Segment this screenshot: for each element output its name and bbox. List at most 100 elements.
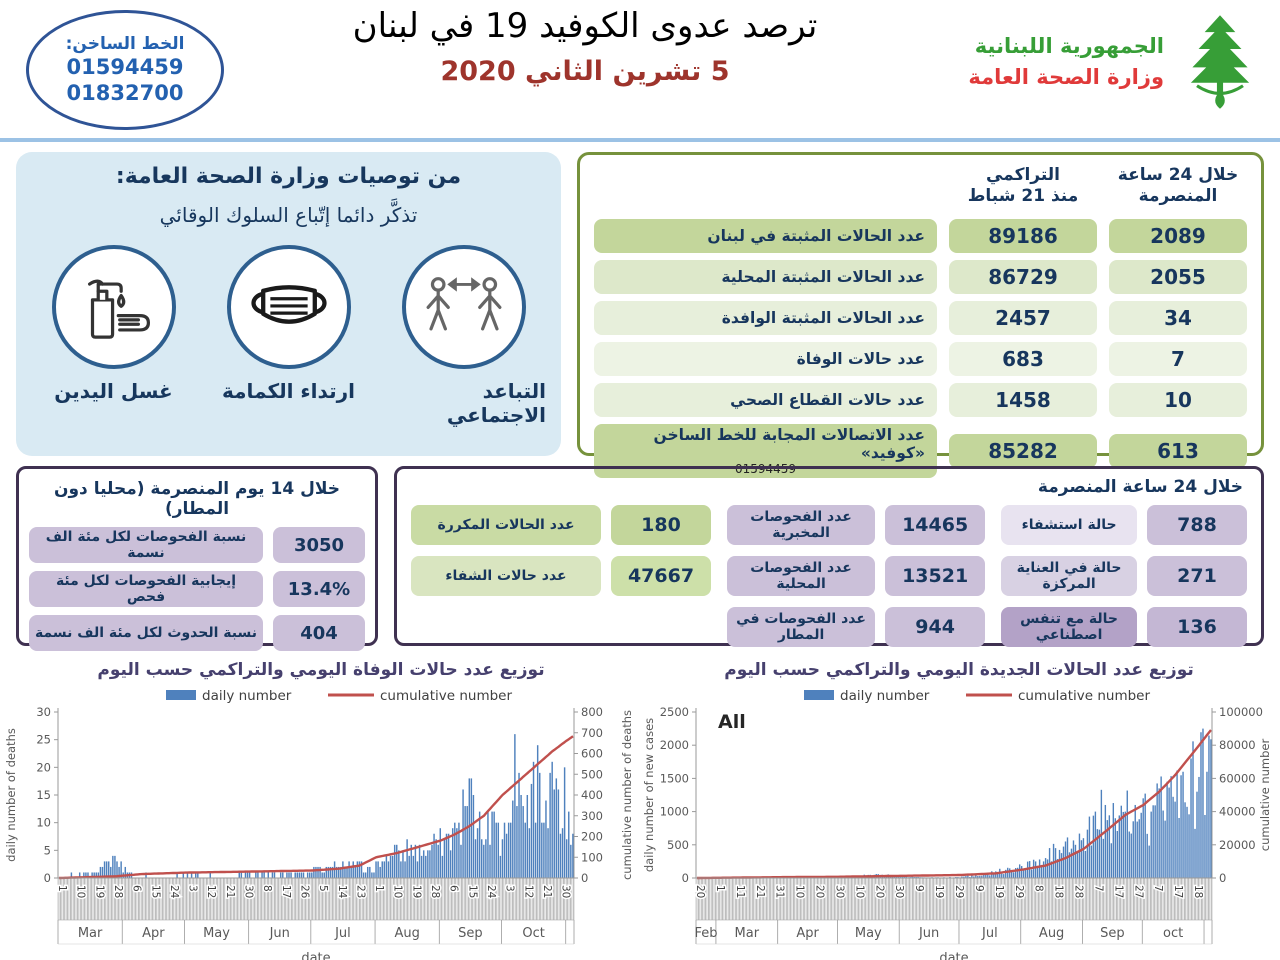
svg-text:8: 8 xyxy=(1033,885,1045,892)
fourteen-day-row: إيجابية الفحوصات لكل مئة فحص 13.4% xyxy=(29,571,365,607)
svg-text:28: 28 xyxy=(112,885,124,898)
svg-text:Aug: Aug xyxy=(1039,926,1064,941)
stats-table-row: عدد حالات القطاع الصحي 1458 10 xyxy=(594,382,1247,417)
svg-text:31: 31 xyxy=(774,885,786,898)
stat-pair: عدد حالات الشفاء 47667 xyxy=(411,556,711,596)
last-24h-columns: عدد الحالات المكررة 180 عدد حالات الشفاء 47… xyxy=(411,505,1247,647)
svg-text:Jun: Jun xyxy=(269,926,290,941)
stat-pair-value: 271 xyxy=(1147,556,1247,596)
svg-text:cumulative number of deaths: cumulative number of deaths xyxy=(620,710,634,880)
svg-text:80000: 80000 xyxy=(1219,738,1256,752)
stats-table-row: عدد الحالات المثبتة المحلية 86729 2055 xyxy=(594,259,1247,294)
svg-text:Sep: Sep xyxy=(458,926,483,941)
svg-text:19: 19 xyxy=(993,885,1005,898)
hotline-number-2: 01832700 xyxy=(66,81,184,105)
svg-text:12: 12 xyxy=(205,885,217,898)
header-divider xyxy=(0,138,1280,142)
stats-table: التراكمي منذ 21 شباط خلال 24 ساعة المنصر… xyxy=(577,152,1264,478)
svg-text:29: 29 xyxy=(1013,885,1025,898)
svg-text:Oct: Oct xyxy=(522,926,544,941)
stats-row-label: عدد الحالات المثبتة الوافدة xyxy=(594,300,937,335)
column-recovered: عدد الحالات المكررة 180 عدد حالات الشفاء 47… xyxy=(411,505,711,647)
report-date: 5 تشرين الثاني 2020 xyxy=(440,56,730,87)
charts-section: توزيع عدد حالات الوفاة اليومي والتراكمي … xyxy=(2,654,1278,960)
svg-text:All: All xyxy=(718,711,746,733)
svg-text:19: 19 xyxy=(933,885,945,898)
svg-text:9: 9 xyxy=(913,885,925,892)
svg-text:26: 26 xyxy=(299,885,311,899)
cedar-logo-icon xyxy=(1190,15,1250,109)
svg-text:7: 7 xyxy=(1152,885,1164,892)
stat-pair: عدد الفحوصات المحلية 13521 xyxy=(727,556,986,596)
svg-text:0: 0 xyxy=(581,871,588,885)
stat-pair-label: عدد حالات الشفاء xyxy=(411,556,601,596)
stat-pair-label: عدد الفحوصات في المطار xyxy=(727,607,876,647)
stat-pair-label: عدد الفحوصات المحلية xyxy=(727,556,876,596)
svg-text:daily number: daily number xyxy=(202,688,292,704)
recommendations-subtitle: تذكَّر دائما إتّباع السلوك الوقائي xyxy=(159,203,418,227)
recommendations-title: من توصيات وزارة الصحة العامة: xyxy=(115,164,462,189)
fourteen-day-label: نسبة الفحوصات لكل مئة الف نسمة xyxy=(29,527,263,563)
recommendation-item: ارتداء الكمامة xyxy=(206,245,371,427)
svg-text:60000: 60000 xyxy=(1219,771,1256,785)
recommendations-box: من توصيات وزارة الصحة العامة: تذكَّر دائ… xyxy=(16,152,561,456)
svg-text:2500: 2500 xyxy=(660,705,689,719)
svg-text:Feb: Feb xyxy=(694,926,717,941)
svg-text:21: 21 xyxy=(224,885,236,898)
ministry-name: الجمهورية اللبنانية وزارة الصحة العامة xyxy=(968,31,1164,94)
svg-text:700: 700 xyxy=(581,726,603,740)
svg-text:17: 17 xyxy=(1112,885,1124,898)
svg-text:cumulative number: cumulative number xyxy=(380,688,512,704)
hand-washing-icon xyxy=(51,245,176,369)
svg-text:30: 30 xyxy=(893,885,905,898)
svg-text:cumulative number: cumulative number xyxy=(1018,688,1150,704)
svg-text:2000: 2000 xyxy=(660,738,689,752)
report-header: الخط الساخن: 01594459 01832700 ترصد عدوى… xyxy=(0,0,1280,138)
stat-pair: عدد الفحوصات في المطار 944 xyxy=(727,607,986,647)
ministry-logo-block: الجمهورية اللبنانية وزارة الصحة العامة xyxy=(968,10,1266,114)
column-hospital: حالة استشفاء 788 حالة في العناية المركزة 27… xyxy=(1001,505,1247,647)
new-cases-chart-figure: توزيع عدد الحالات الجديدة اليومي والتراك… xyxy=(640,654,1278,960)
svg-text:20: 20 xyxy=(36,760,51,774)
svg-text:500: 500 xyxy=(581,767,603,781)
page-title: ترصد عدوى الكوفيد 19 في لبنان xyxy=(352,6,818,46)
svg-text:24: 24 xyxy=(485,885,497,899)
svg-text:Jun: Jun xyxy=(918,926,939,941)
fourteen-day-value: 3050 xyxy=(273,527,365,563)
fourteen-day-row: نسبة الحدوث لكل مئة الف نسمة 404 xyxy=(29,615,365,651)
svg-text:14: 14 xyxy=(336,885,348,899)
svg-text:daily number: daily number xyxy=(840,688,930,704)
stat-pair: عدد الفحوصات المخبرية 14465 xyxy=(727,505,986,545)
svg-text:9: 9 xyxy=(973,885,985,892)
svg-text:500: 500 xyxy=(667,838,689,852)
column-tests: عدد الفحوصات المخبرية 14465 عدد الفحوصات ا… xyxy=(727,505,986,647)
hotline-label: الخط الساخن: xyxy=(65,33,185,54)
svg-text:15: 15 xyxy=(466,885,478,898)
recommendation-label: التباعد الاجتماعي xyxy=(446,379,546,427)
stats-cumulative-value: 2457 xyxy=(949,300,1097,335)
stats-row-label: عدد حالات الوفاة xyxy=(594,341,937,376)
svg-text:0: 0 xyxy=(44,871,51,885)
stat-pair: عدد الحالات المكررة 180 xyxy=(411,505,711,545)
stats-row-label: عدد الحالات المثبتة في لبنان xyxy=(594,218,937,253)
svg-text:27: 27 xyxy=(1132,885,1144,898)
stats-header-spacer xyxy=(594,182,937,190)
stats-cumulative-value: 85282 xyxy=(949,433,1097,468)
svg-text:10: 10 xyxy=(853,885,865,898)
svg-text:15: 15 xyxy=(36,788,51,802)
svg-text:1: 1 xyxy=(373,885,385,892)
stat-pair-label: حالة مع تنفس اصطناعي xyxy=(1001,607,1137,647)
svg-text:200: 200 xyxy=(581,830,603,844)
stat-pair-value: 14465 xyxy=(885,505,986,545)
svg-text:Apr: Apr xyxy=(796,926,819,941)
title-block: ترصد عدوى الكوفيد 19 في لبنان 5 تشرين ال… xyxy=(250,6,920,87)
stat-pair-label: حالة في العناية المركزة xyxy=(1001,556,1137,596)
stats-header-24h: خلال 24 ساعة المنصرمة xyxy=(1117,165,1239,207)
svg-text:daily number of deaths: daily number of deaths xyxy=(4,728,18,862)
svg-text:3: 3 xyxy=(187,885,199,892)
new-cases-chart: 0 500 1000 1500 2000 2500 0 20000 40000 60000 8000… xyxy=(642,688,1272,960)
stat-pair: حالة مع تنفس اصطناعي 136 xyxy=(1001,607,1247,647)
recommendation-label: غسل اليدين xyxy=(54,379,173,403)
svg-text:Mar: Mar xyxy=(735,926,760,941)
